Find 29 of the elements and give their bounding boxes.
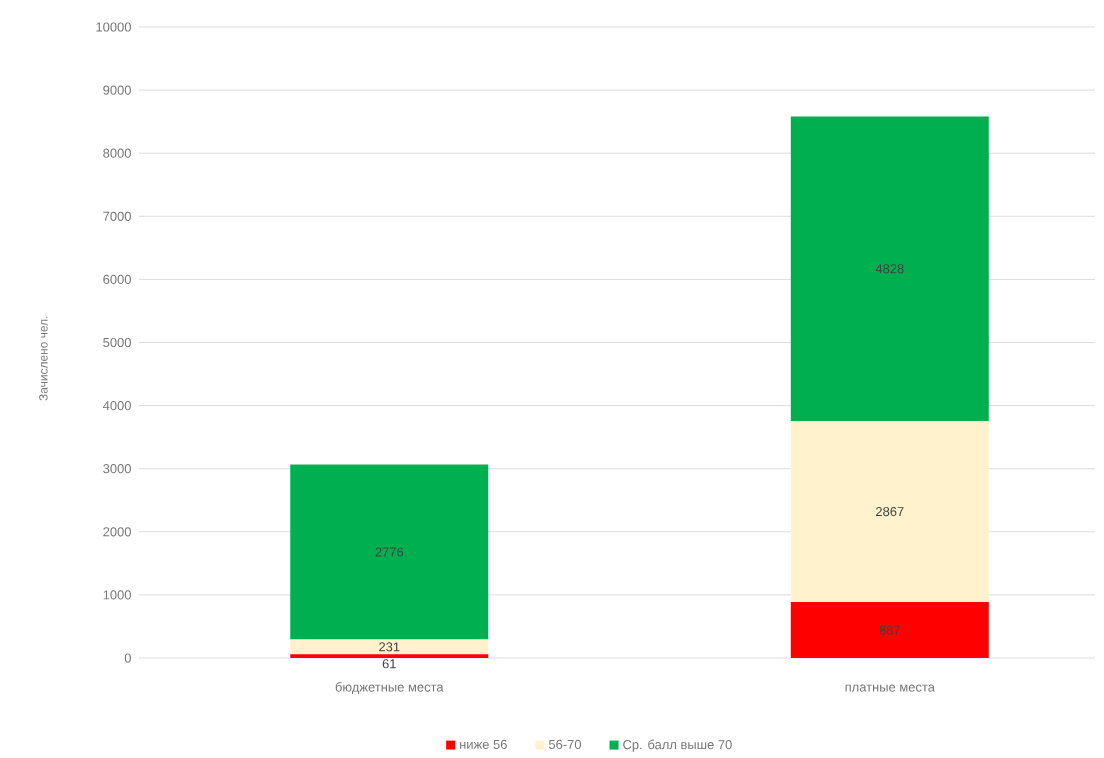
bar <box>290 654 489 658</box>
x-tick-label: бюджетные места <box>335 682 444 695</box>
y-tick-label: 0 <box>124 653 131 663</box>
bar <box>790 602 989 658</box>
x-tick-label: платные места <box>845 684 935 692</box>
y-tick-label: 8000 <box>103 148 131 158</box>
y-tick-label: 2000 <box>103 527 131 537</box>
y-tick-label: 1000 <box>103 590 131 600</box>
y-axis-title: Зачислено чел. <box>39 316 48 401</box>
y-tick-label: 10000 <box>96 22 131 32</box>
legend-label: ниже 56 <box>460 739 507 749</box>
bar <box>290 464 489 640</box>
y-tick-label: 6000 <box>103 274 131 284</box>
y-tick-label: 9000 <box>103 85 131 95</box>
data-label: 231 <box>379 642 400 652</box>
y-tick-label: 3000 <box>103 464 131 474</box>
data-label: 887 <box>879 625 900 635</box>
data-label: 2776 <box>375 547 404 557</box>
bar <box>790 421 989 603</box>
data-label: 2867 <box>876 506 904 517</box>
y-tick-label: 5000 <box>103 337 131 348</box>
legend-label: Ср. балл выше 70 <box>623 739 732 752</box>
y-tick-label: 7000 <box>103 211 131 221</box>
bar <box>790 116 989 422</box>
y-tick-label: 4000 <box>102 401 131 411</box>
data-label: 4828 <box>875 264 904 274</box>
bar <box>290 639 489 655</box>
data-label: 61 <box>382 659 396 669</box>
legend-label: 56-70 <box>548 739 582 749</box>
